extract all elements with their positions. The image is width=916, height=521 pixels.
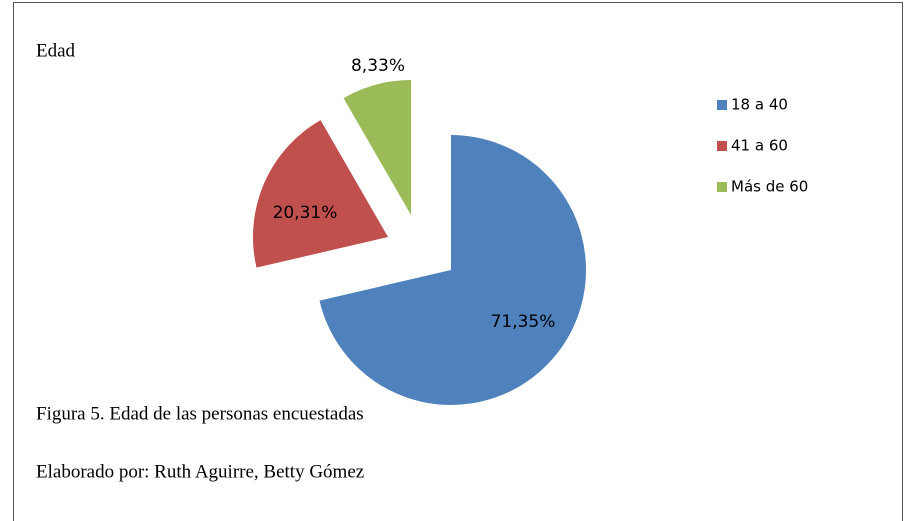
legend-swatch: [717, 100, 727, 110]
pie-slice: [319, 135, 586, 405]
caption: Figura 5. Edad de las personas encuestad…: [36, 403, 364, 424]
pie-slice: [253, 120, 388, 268]
legend-swatch: [717, 182, 727, 192]
frame: [13, 2, 903, 521]
data-label: 8,33%: [351, 56, 405, 76]
legend-swatch: [717, 141, 727, 151]
legend-label: 18 a 40: [731, 96, 788, 114]
legend-label: Más de 60: [731, 178, 808, 196]
chart-title: Edad: [36, 40, 76, 61]
legend-label: 41 a 60: [731, 137, 788, 155]
source: Elaborado por: Ruth Aguirre, Betty Gómez: [36, 461, 364, 482]
data-label: 20,31%: [273, 203, 338, 223]
pie-slice: [343, 80, 411, 215]
data-label: 71,35%: [491, 312, 556, 332]
